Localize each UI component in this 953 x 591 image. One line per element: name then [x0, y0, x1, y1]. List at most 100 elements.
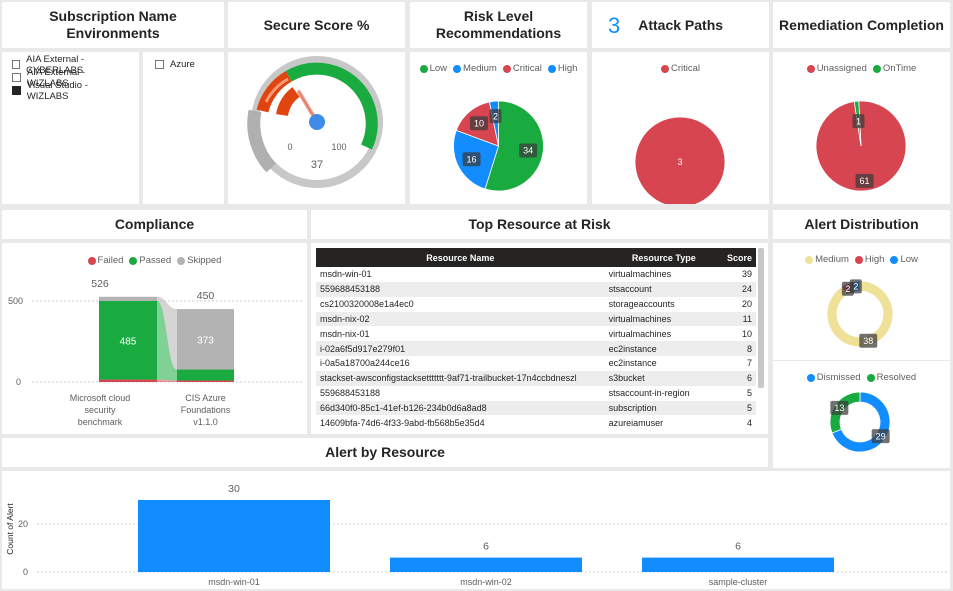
- bar-failed[interactable]: [99, 379, 157, 382]
- table-row[interactable]: cs2100320008e1a4ec0 storageaccounts 20: [316, 297, 756, 312]
- bar-skipped[interactable]: [99, 296, 157, 301]
- remediation-title-card: Remediation Completion: [773, 2, 950, 48]
- table-cell: cs2100320008e1a4ec0: [320, 299, 414, 310]
- bar-passed[interactable]: [99, 301, 157, 380]
- data-label: 30: [228, 483, 240, 495]
- svg-text:29: 29: [876, 431, 886, 441]
- legend-item[interactable]: Dismissed: [806, 372, 861, 383]
- legend-item[interactable]: Low: [890, 254, 918, 265]
- legend-dot-icon: [854, 255, 863, 264]
- legend-item[interactable]: Unassigned: [806, 63, 867, 74]
- checkbox[interactable]: [12, 73, 21, 82]
- table-cell: i-02a6f5d917e279f01: [316, 341, 605, 357]
- top-resource-title-card: Top Resource at Risk: [311, 210, 768, 239]
- column-header[interactable]: Resource Type: [604, 248, 723, 267]
- legend-label: Dismissed: [816, 372, 861, 383]
- legend-item[interactable]: Critical: [502, 63, 542, 74]
- table-scrollbar[interactable]: [758, 248, 764, 388]
- column-header[interactable]: Resource Name: [316, 248, 605, 267]
- bar-skipped[interactable]: [177, 309, 234, 370]
- attack-paths-pie: 3: [634, 116, 726, 204]
- table-cell: azureiamuser: [608, 417, 664, 428]
- legend-item[interactable]: Low: [419, 63, 447, 74]
- table-row[interactable]: 66d340f0-85c1-41ef-b126-234b0d6a8ad8 subs…: [316, 400, 756, 416]
- risk-level-card: Low Medium Critical High 34 16 10 2: [410, 52, 587, 204]
- subscription-label: AIA External - WIZLABS: [26, 66, 86, 89]
- legend-item[interactable]: Medium: [805, 254, 849, 265]
- legend-label: Low: [900, 254, 918, 265]
- compliance-ytick-0: 0: [16, 377, 21, 387]
- attack-paths-card: Critical 3: [592, 52, 769, 204]
- data-label: 34: [519, 143, 538, 158]
- subscription-item[interactable]: AIA External - CYBERLABS: [12, 54, 129, 76]
- subscription-label: AIA External - CYBERLABS: [26, 53, 85, 76]
- data-label: 2: [489, 109, 502, 124]
- table-cell: 20: [741, 299, 752, 310]
- legend-label: Medium: [815, 254, 849, 265]
- data-label: 6: [483, 541, 489, 553]
- legend-item[interactable]: High: [854, 254, 885, 265]
- attack-paths-title-card: 3 Attack Paths: [592, 2, 769, 48]
- bar[interactable]: [138, 500, 330, 572]
- table-cell: 66d340f0-85c1-41ef-b126-234b0d6a8ad8: [316, 400, 605, 416]
- legend-item[interactable]: High: [547, 63, 577, 74]
- svg-text:13: 13: [834, 403, 844, 413]
- compliance-title: Compliance: [114, 216, 195, 232]
- column-header[interactable]: Score: [722, 248, 756, 267]
- slice-medium[interactable]: [826, 280, 894, 348]
- subscription-item[interactable]: Visual Studio - WIZLABS: [12, 80, 129, 102]
- legend-item[interactable]: Failed: [87, 255, 123, 266]
- bar[interactable]: [642, 557, 834, 572]
- table-cell: 8: [722, 341, 756, 357]
- bar-passed[interactable]: [177, 369, 234, 381]
- table-row[interactable]: 559688453188 stsaccount-in-region 5: [316, 386, 756, 401]
- alert-distribution-card-1: Medium High Low 38 2 2: [773, 243, 950, 360]
- table-row[interactable]: i-0a5a18700a244ce16 ec2instance 7: [316, 356, 756, 371]
- compliance-card: Failed Passed Skipped 500 0 485 526 Microsof…: [2, 243, 307, 434]
- data-label: 1: [852, 114, 865, 129]
- data-label: 6: [735, 541, 741, 553]
- risk-level-title-card: Risk Level Recommendations: [410, 2, 587, 48]
- risk-level-pie: 34 16 10 2: [453, 100, 544, 192]
- legend-item[interactable]: OnTime: [872, 63, 916, 74]
- subscription-item[interactable]: Azure: [155, 58, 212, 71]
- alert-distribution-card-2: Dismissed Resolved 29 13: [773, 361, 950, 468]
- checkbox[interactable]: [155, 60, 164, 69]
- table-cell: msdn-nix-02: [316, 311, 605, 327]
- checkbox[interactable]: [12, 60, 21, 69]
- slice-critical[interactable]: [634, 116, 726, 204]
- legend-item[interactable]: Critical: [660, 63, 701, 74]
- table-cell: 10: [741, 328, 752, 339]
- alert-distribution-title-card: Alert Distribution: [773, 210, 950, 239]
- legend-item[interactable]: Skipped: [177, 255, 221, 266]
- legend-dot-icon: [866, 373, 875, 382]
- legend-item[interactable]: Medium: [453, 63, 497, 74]
- table-cell: s3bucket: [604, 370, 723, 386]
- compliance-chart: 500 0 485 526 Microsoft cloud security bench…: [8, 278, 302, 427]
- table-cell: 24: [722, 281, 756, 297]
- slice-low[interactable]: [484, 100, 544, 192]
- table-row[interactable]: 14609bfa-74d6-4f33-9abd-fb568b5e35d4 azur…: [316, 415, 756, 430]
- bar-failed[interactable]: [177, 380, 234, 382]
- legend-label: Critical: [670, 63, 701, 74]
- checkbox[interactable]: [12, 86, 21, 95]
- data-label: 10: [469, 116, 488, 131]
- remediation-legend: Unassigned OnTime: [773, 63, 950, 74]
- subscription-title-card: Subscription Name Environments: [2, 2, 224, 48]
- secure-score-gauge: 0 100 37: [247, 56, 383, 188]
- bar[interactable]: [390, 557, 582, 572]
- table-row[interactable]: stackset-awsconfigstacksettttttt-9af71-t…: [316, 370, 756, 386]
- table-row[interactable]: msdn-win-01 virtualmachines 39: [316, 267, 756, 282]
- table-row[interactable]: msdn-nix-02 virtualmachines 11: [316, 311, 756, 327]
- table-row[interactable]: i-02a6f5d917e279f01 ec2instance 8: [316, 341, 756, 357]
- legend-item[interactable]: Passed: [129, 255, 171, 266]
- legend-dot-icon: [502, 64, 511, 73]
- table-row[interactable]: msdn-nix-01 virtualmachines 10: [316, 326, 756, 341]
- legend-item[interactable]: Resolved: [866, 372, 916, 383]
- subscription-item[interactable]: AIA External - WIZLABS: [12, 67, 129, 89]
- legend-dot-icon: [129, 256, 138, 265]
- legend-label: High: [864, 254, 885, 265]
- table-row[interactable]: 559688453188 stsaccount 24: [316, 281, 756, 297]
- alert-by-resource-card: Count of Alert 0 20 30 msdn-win-01 6 msdn-win…: [2, 471, 950, 589]
- legend-label: Skipped: [187, 255, 222, 266]
